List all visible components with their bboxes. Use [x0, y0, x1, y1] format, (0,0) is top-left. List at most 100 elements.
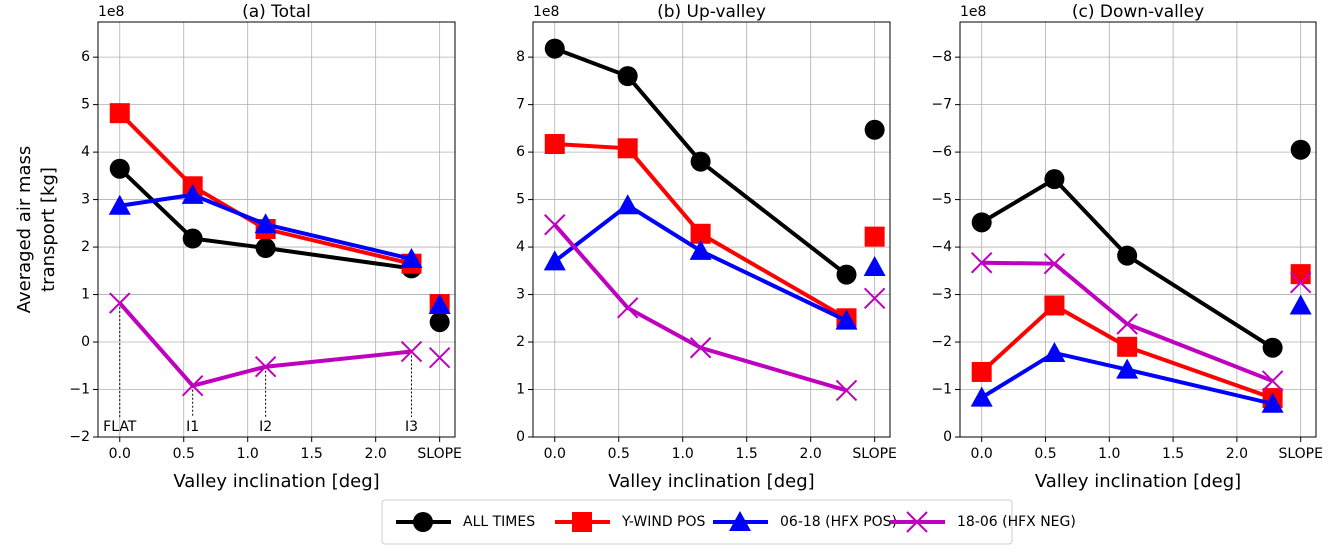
marker-triangle	[181, 183, 204, 204]
x-tick-label: 2.0	[365, 446, 387, 462]
y-axis-label: transport [kg]	[38, 167, 59, 292]
y-tick-label: −3	[931, 287, 952, 303]
series-line	[981, 260, 1274, 383]
marker-x	[544, 214, 566, 236]
series-line	[980, 350, 1274, 406]
legend-label: ALL TIMES	[463, 514, 535, 530]
marker-x	[1043, 252, 1066, 275]
y-tick-label: 6	[81, 49, 90, 65]
marker-x	[1261, 370, 1284, 392]
marker-triangle	[1261, 392, 1284, 413]
legend-box	[381, 499, 1013, 545]
legend-marker	[572, 512, 592, 532]
annotation: I2	[259, 419, 272, 435]
x-axis-label: Valley inclination [deg]	[173, 471, 379, 492]
marker-circle	[544, 38, 565, 59]
series-line	[980, 303, 1274, 400]
x-tick-label: 1.0	[237, 446, 259, 462]
marker-x	[1116, 313, 1138, 335]
marker-circle	[109, 158, 130, 179]
chart-title: (a) Total	[242, 2, 311, 22]
marker-triangle	[108, 194, 131, 215]
marker-square	[544, 134, 565, 155]
y-tick-label: −6	[931, 144, 952, 160]
series-line	[119, 192, 412, 261]
x-tick-label: 1.0	[672, 446, 694, 462]
marker-triangle	[616, 194, 639, 215]
marker-x	[689, 337, 712, 359]
y-tick-label: −8	[931, 49, 952, 65]
annotation: I1	[186, 419, 199, 435]
y-tick-label: −2	[931, 334, 952, 350]
legend-label: 18-06 (HFX NEG)	[957, 514, 1076, 530]
y-tick-label: −1	[931, 382, 952, 398]
x-tick-label: 0.0	[109, 446, 131, 462]
marker-circle	[182, 228, 203, 249]
marker-x	[400, 340, 423, 363]
marker-x	[109, 292, 131, 314]
series-line	[554, 142, 848, 321]
y-tick-label: 2	[516, 334, 525, 350]
series-line	[553, 202, 848, 323]
x-axis-label: Valley inclination [deg]	[608, 471, 814, 492]
x-tick-label: 0.0	[971, 446, 993, 462]
y-tick-label: 0	[516, 429, 525, 445]
marker-square	[109, 103, 130, 124]
y-tick-label: 2	[81, 239, 90, 255]
y-tick-label: −5	[931, 192, 952, 208]
marker-square	[690, 223, 711, 244]
y-tick-label: 4	[81, 144, 90, 160]
y-axis-label: Averaged air mass	[14, 146, 35, 314]
y-tick-label: 6	[516, 144, 525, 160]
annotation: FLAT	[103, 419, 137, 435]
offset-label: 1e8	[98, 4, 124, 20]
y-tick-label: 0	[81, 334, 90, 350]
marker-triangle	[428, 293, 451, 314]
y-tick-label: 1	[516, 382, 525, 398]
legend-marker	[729, 511, 751, 531]
marker-x	[863, 287, 886, 310]
y-tick-label: 0	[943, 429, 952, 445]
marker-square	[1044, 295, 1065, 316]
marker-circle	[1290, 139, 1311, 160]
axes-frame	[97, 21, 456, 438]
x-tick-label: 0.5	[1034, 446, 1056, 462]
x-tick-label: 0.5	[608, 446, 630, 462]
x-tick-label: SLOPE	[852, 446, 897, 462]
marker-x	[254, 356, 277, 378]
marker-square	[971, 361, 992, 382]
y-tick-label: 8	[516, 49, 525, 65]
marker-square	[617, 138, 638, 159]
chart-title: (c) Down-valley	[1072, 2, 1204, 22]
y-tick-label: 5	[81, 97, 90, 113]
y-tick-label: −1	[69, 382, 90, 398]
marker-square	[864, 226, 885, 247]
marker-x	[616, 297, 639, 319]
marker-triangle	[863, 256, 886, 277]
x-tick-label: 0.5	[173, 446, 195, 462]
series-line	[118, 301, 412, 388]
marker-circle	[864, 119, 885, 140]
marker-x	[970, 252, 993, 274]
y-tick-label: −4	[931, 239, 952, 255]
marker-circle	[255, 238, 276, 259]
marker-circle	[1044, 169, 1065, 190]
marker-triangle	[689, 239, 712, 260]
marker-circle	[1117, 245, 1138, 266]
legend-marker	[906, 511, 928, 533]
y-tick-label: −7	[931, 97, 952, 113]
marker-circle	[429, 312, 450, 333]
marker-x	[428, 346, 451, 369]
y-tick-label: 4	[516, 239, 525, 255]
x-tick-label: 1.5	[301, 446, 323, 462]
y-tick-label: 5	[516, 192, 525, 208]
marker-square	[1117, 336, 1138, 357]
x-tick-label: SLOPE	[1278, 446, 1323, 462]
marker-triangle	[1043, 341, 1066, 362]
x-tick-label: 0.0	[544, 446, 566, 462]
marker-circle	[971, 212, 992, 233]
y-tick-label: 7	[516, 97, 525, 113]
annotation: I3	[405, 419, 418, 435]
